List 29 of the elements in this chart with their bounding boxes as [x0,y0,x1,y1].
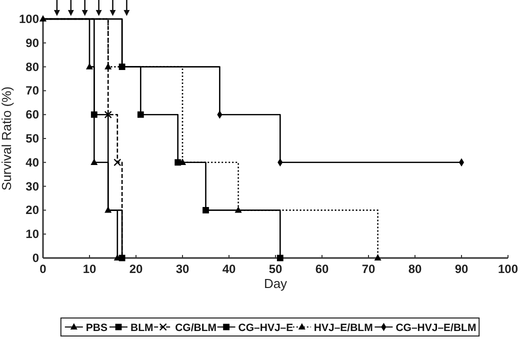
legend-label: BLM [130,322,154,334]
y-tick-label: 40 [26,155,40,170]
y-axis-title: Survival Ratio (%) [0,86,14,191]
x-axis-title: Day [264,276,288,291]
x-tick-label: 20 [129,262,143,276]
y-tick-label: 60 [26,108,40,122]
legend-label: CG–HVJ–E [238,322,294,334]
y-tick-label: 90 [26,36,40,50]
legend-label: PBS [86,322,108,334]
x-tick-label: 90 [454,262,468,276]
x-tick-label: 80 [408,262,422,276]
y-tick-label: 80 [26,60,40,74]
x-tick-label: 30 [176,262,190,276]
y-tick-label: 100 [18,12,40,26]
x-tick-label: 50 [268,262,282,276]
legend-label: CG/BLM [175,322,217,334]
x-tick-label: 100 [498,262,518,276]
y-tick-label: 20 [26,203,40,218]
x-tick-label: 10 [82,262,96,276]
x-tick-label: 70 [362,262,376,276]
legend-label: CG–HVJ–E/BLM [396,322,476,334]
y-tick-label: 70 [26,84,40,98]
y-tick-label: 0 [32,251,40,265]
y-tick-label: 50 [26,132,40,146]
x-tick-label: 60 [315,262,329,276]
y-tick-label: 10 [26,227,40,242]
y-tick-label: 30 [26,179,40,194]
x-tick-label: 40 [222,262,236,276]
legend-label: HVJ–E/BLM [314,322,374,334]
